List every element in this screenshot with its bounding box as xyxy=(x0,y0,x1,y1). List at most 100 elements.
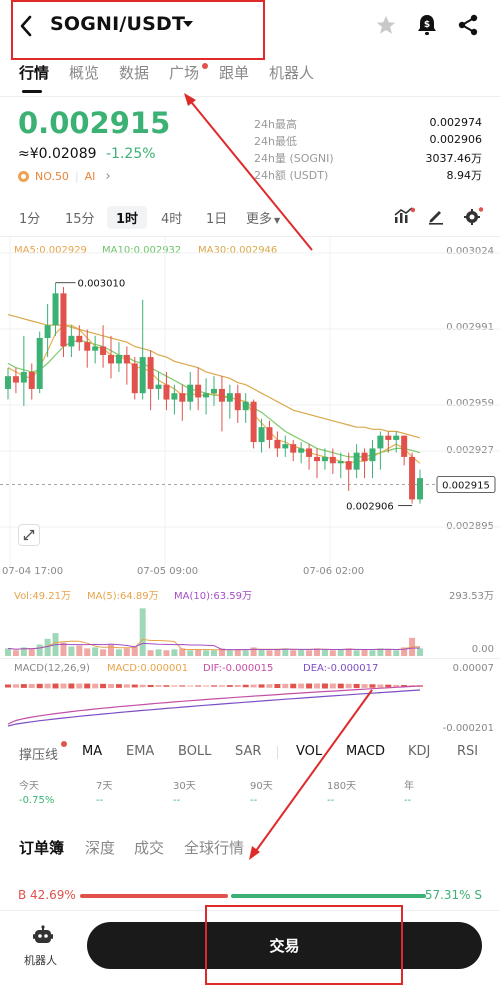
candle xyxy=(321,456,328,462)
ind-support-resistance[interactable]: 撑压线 xyxy=(19,748,59,763)
ind-ma[interactable]: MA xyxy=(82,744,103,759)
ma30-line xyxy=(7,314,421,439)
ind-macd[interactable]: MACD xyxy=(346,744,385,759)
candle xyxy=(163,384,170,400)
tab-trades[interactable]: 成交 xyxy=(134,839,165,857)
tf-15m[interactable]: 15分 xyxy=(65,212,95,227)
share-icon[interactable] xyxy=(457,14,479,36)
x-tick: 07-06 02:00 xyxy=(303,566,365,577)
macd-bar xyxy=(321,683,328,689)
volume-bar xyxy=(5,648,11,656)
tf-more-label: 更多 xyxy=(246,212,273,227)
ind-vol[interactable]: VOL xyxy=(296,744,323,759)
candle xyxy=(353,452,360,470)
macd-chart xyxy=(5,683,423,727)
volume-bar xyxy=(195,649,202,656)
tab-square[interactable]: 广场 xyxy=(169,64,200,82)
macd-bar xyxy=(155,685,162,687)
volume-bar xyxy=(258,649,265,656)
candle xyxy=(147,357,154,389)
candle xyxy=(337,461,344,464)
tf-1m[interactable]: 1分 xyxy=(19,212,41,227)
volume-bar xyxy=(203,650,210,656)
tab-orderbook[interactable]: 订单簿 xyxy=(19,839,65,857)
candle xyxy=(290,444,297,453)
bell-icon[interactable]: $ xyxy=(416,13,438,37)
perf-value: -- xyxy=(327,795,335,806)
perf-label: 180天 xyxy=(327,781,357,792)
tab-global-market[interactable]: 全球行情 xyxy=(184,839,245,857)
back-icon[interactable] xyxy=(16,12,38,40)
macd-bar xyxy=(329,683,336,689)
candle xyxy=(401,435,408,457)
candle xyxy=(115,354,122,364)
volume-bar xyxy=(329,650,336,656)
svg-text:$: $ xyxy=(424,20,430,30)
notification-dot xyxy=(61,741,67,747)
notification-dot xyxy=(202,63,208,69)
indicator-icon[interactable] xyxy=(393,207,415,225)
highlight-box xyxy=(205,905,403,985)
macd-value: MACD:0.000001 xyxy=(107,663,189,674)
candle xyxy=(139,357,146,394)
candle xyxy=(361,452,368,462)
volume-bar xyxy=(353,650,360,656)
caret-down-icon[interactable] xyxy=(183,21,193,27)
highlight-box xyxy=(11,0,265,60)
perf-label: 90天 xyxy=(250,781,273,792)
volume-bar xyxy=(393,650,400,656)
volume-bar xyxy=(417,648,423,656)
tf-4h[interactable]: 4时 xyxy=(161,212,183,227)
vol-y-min: 0.00 xyxy=(471,644,494,655)
macd-bar xyxy=(28,683,35,689)
tf-1h[interactable]: 1时 xyxy=(107,206,148,229)
volume-bar xyxy=(226,650,233,656)
candle xyxy=(274,439,281,449)
macd-bar xyxy=(314,683,320,689)
tf-1d[interactable]: 1日 xyxy=(206,212,228,227)
tab-market[interactable]: 行情 xyxy=(19,64,50,82)
volume-bar xyxy=(361,649,368,656)
rank-badge[interactable]: NO.50 | AI › xyxy=(18,169,111,184)
candle xyxy=(250,401,257,443)
candle xyxy=(108,354,114,364)
pair-title[interactable]: SOGNI/USDT xyxy=(50,13,186,35)
tab-data[interactable]: 数据 xyxy=(119,64,150,82)
robot-icon[interactable] xyxy=(32,925,54,947)
ind-kdj[interactable]: KDJ xyxy=(408,744,431,759)
candle xyxy=(187,384,194,402)
macd-bar xyxy=(131,684,138,688)
candlestick-chart[interactable]: 0.003010 0.002906 0.002915 xyxy=(0,237,500,567)
candle xyxy=(44,325,51,338)
candle xyxy=(282,444,289,449)
ind-rsi[interactable]: RSI xyxy=(457,744,479,759)
ind-boll[interactable]: BOLL xyxy=(178,744,212,759)
tab-overview[interactable]: 概览 xyxy=(69,64,100,82)
macd-bar xyxy=(282,683,289,689)
candle xyxy=(258,427,265,443)
robot-label[interactable]: 机器人 xyxy=(24,954,57,967)
trade-button[interactable]: 交易 xyxy=(87,922,482,969)
ind-ema[interactable]: EMA xyxy=(126,744,155,759)
draw-icon[interactable] xyxy=(427,207,445,225)
macd-bar xyxy=(123,684,130,688)
tf-more[interactable]: 更多 ▼ xyxy=(246,208,280,227)
ma10-legend: MA10:0.002932 xyxy=(102,245,182,256)
macd-bar xyxy=(20,684,27,688)
settings-icon[interactable] xyxy=(463,207,483,225)
macd-legend: MACD(12,26,9) xyxy=(14,663,90,674)
tab-copytrade[interactable]: 跟单 xyxy=(219,64,250,82)
star-icon[interactable] xyxy=(375,14,397,36)
macd-bar xyxy=(218,685,225,687)
ind-sar[interactable]: SAR xyxy=(235,744,262,759)
volume-bar xyxy=(274,649,281,656)
tab-robot[interactable]: 机器人 xyxy=(269,64,315,82)
macd-bar xyxy=(60,683,67,689)
tab-depth[interactable]: 深度 xyxy=(85,839,116,857)
macd-bar xyxy=(187,685,194,687)
candle xyxy=(123,354,130,364)
dea-line xyxy=(7,689,421,727)
macd-bar xyxy=(52,683,59,689)
candle xyxy=(393,435,400,440)
fullscreen-icon[interactable] xyxy=(18,524,40,546)
